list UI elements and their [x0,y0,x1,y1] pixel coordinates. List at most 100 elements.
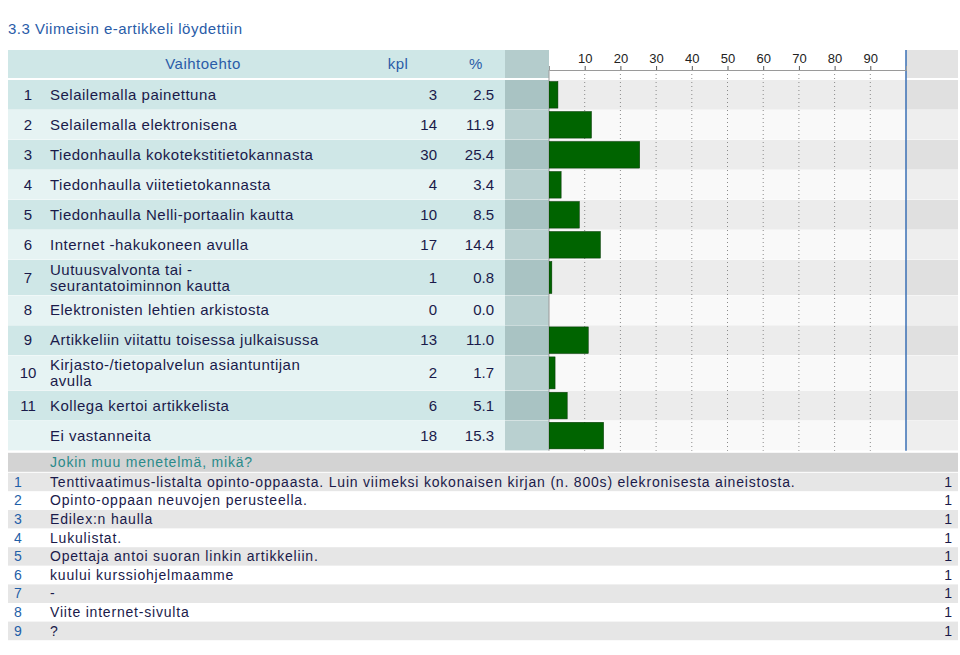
x-tick-label: 50 [721,51,735,66]
row-label: Internet -hakukoneen avulla [50,236,249,253]
bar [549,202,579,229]
other-row-text: kuului kurssiohjelmaamme [50,567,234,583]
other-row-count: 1 [944,474,952,490]
row-count: 1 [429,269,437,286]
row-label: Tiedonhaulla Nelli-portaalin kautta [50,206,294,223]
row-count: 2 [429,364,437,381]
x-tick-label: 60 [756,51,770,66]
row-bg [8,140,505,170]
row-label: Kirjasto-/tietopalvelun asiantuntijanavu… [50,356,300,389]
row-right-bg [906,325,958,355]
other-row-number: 2 [14,492,22,508]
row-count: 13 [420,331,437,348]
x-tick: 40 [685,51,699,70]
bar [549,357,555,389]
row-label: Selailemalla painettuna [50,86,217,103]
other-row-bg [8,603,958,622]
row-percent: 14.4 [465,236,494,253]
row-sep-bg [505,110,549,140]
bar [549,392,567,419]
row-count: 6 [429,397,437,414]
chart-title: 3.3 Viimeisin e-artikkeli löydettiin [8,20,242,37]
other-row-text: Lukulistat. [50,530,122,546]
bar [549,232,600,259]
row-plot-bg [549,391,906,421]
row-label: Tiedonhaulla viitetietokannasta [50,176,271,193]
row-number: 6 [24,236,32,253]
row-sep-bg [505,80,549,110]
row-label: Kollega kertoi artikkelista [50,397,230,414]
header-right-bg [906,50,958,78]
other-row-bg [8,510,958,529]
row-plot-bg [549,260,906,295]
x-tick-mark [870,66,871,70]
bar [549,422,604,449]
x-tick-label: 10 [578,51,592,66]
other-row-number: 7 [14,585,22,601]
grid-line [834,70,835,451]
x-tick: 60 [756,51,770,70]
row-right-bg [906,295,958,325]
grid-line [798,70,799,451]
row-count: 17 [420,236,437,253]
other-row-number: 3 [14,511,22,527]
other-row-count: 1 [944,530,952,546]
row-sep-bg [505,355,549,390]
other-row-text: Viite internet-sivulta [50,604,190,620]
other-row-count: 1 [944,492,952,508]
row-percent: 11.0 [466,331,494,348]
x-tick: 90 [864,51,878,70]
bar [549,82,558,109]
bar [549,262,552,294]
row-number: 3 [24,146,32,163]
grid-line [870,70,871,451]
other-row-text: Opettaja antoi suoran linkin artikkeliin… [50,548,319,564]
row-number: 8 [24,301,32,318]
x-tick: 30 [649,51,663,70]
other-row-bg [8,473,958,492]
row-number: 9 [24,331,32,348]
row-count: 30 [420,146,437,163]
row-right-bg [906,140,958,170]
row-sep-bg [505,140,549,170]
x-tick-label: 30 [649,51,663,66]
x-tick-label: 40 [685,51,699,66]
x-tick-mark [799,66,800,70]
row-label: Artikkeliin viitattu toisessa julkaisuss… [50,331,319,348]
x-tick-label: 90 [864,51,878,66]
row-label: Uutuusvalvonta tai -seurantatoiminnon ka… [50,261,231,294]
row-bg [8,391,505,421]
row-sep-bg [505,421,549,451]
x-tick: 50 [721,51,735,70]
row-bg [8,325,505,355]
row-right-bg [906,230,958,260]
header-bg [8,50,549,78]
row-sep-bg [505,170,549,200]
bar [549,327,588,354]
row-count: 18 [420,427,437,444]
bar [549,142,640,169]
row-percent: 5.1 [473,397,494,414]
x-tick-mark [656,66,657,70]
other-row-number: 6 [14,567,22,583]
row-number: 7 [24,269,32,286]
x-tick-mark [728,66,729,70]
range-end-line [905,50,907,451]
row-right-bg [906,391,958,421]
row-sep-bg [505,200,549,230]
other-header: Jokin muu menetelmä, mikä? [50,454,253,470]
x-tick-mark [692,66,693,70]
row-percent: 0.0 [473,301,494,318]
other-row-bg [8,529,958,548]
row-percent: 8.5 [473,206,494,223]
row-plot-bg [549,355,906,390]
row-count: 4 [429,176,437,193]
row-percent: 0.8 [473,269,494,286]
column-header: kpl [388,55,409,72]
row-sep-bg [505,325,549,355]
header-plot-bg [549,50,906,78]
chart-svg: 3.3 Viimeisin e-artikkeli löydettiinVaih… [0,0,960,655]
grid-line [727,70,728,451]
x-tick: 10 [578,51,592,70]
other-row-text: Edilex:n haulla [50,511,153,527]
